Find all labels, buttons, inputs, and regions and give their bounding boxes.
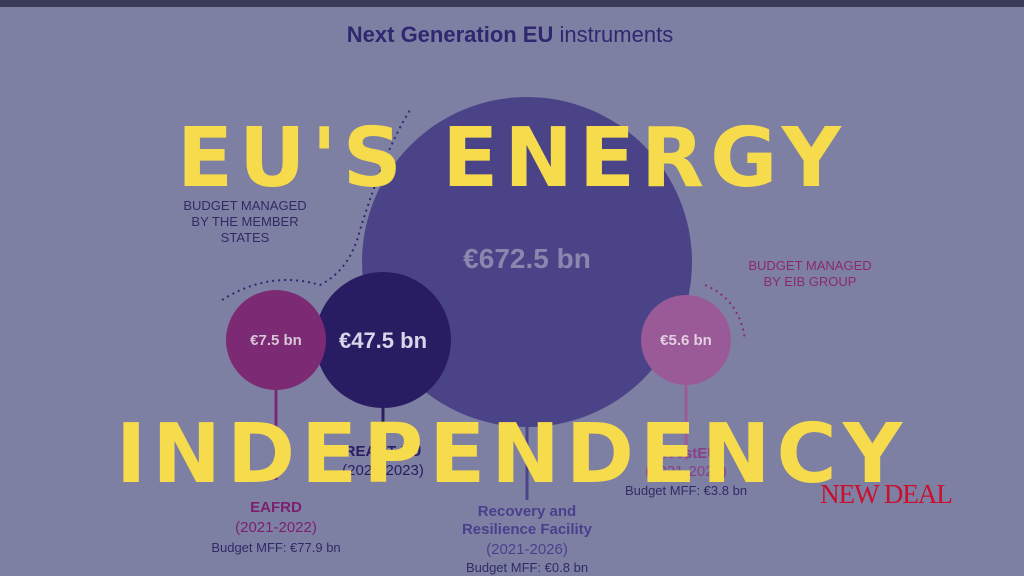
eib-note: BUDGET MANAGED BY EIB GROUP [748,258,871,289]
amount: €7.5 bn [250,332,302,349]
label: InvestEU [654,445,718,462]
labels: EAFRD (2021-2022) Budget MFF: €77.9 bn R… [211,443,747,575]
bubble-investeu [641,295,731,385]
period: (2021-2023) [342,462,424,479]
amount: €672.5 bn [463,243,591,274]
note: BUDGET MANAGED [183,198,306,213]
budget: Budget MFF: €77.9 bn [211,540,340,555]
label: EAFRD [250,499,302,516]
budget: Budget MFF: €0.8 bn [466,560,588,575]
bubble-react [315,272,451,408]
note: BY THE MEMBER [191,214,298,229]
note: STATES [221,230,270,245]
overlay-title: EU'S ENERGY [177,111,847,206]
dotted-arcs [221,109,746,341]
amount: €5.6 bn [660,332,712,349]
period: (2021-2022) [235,519,317,536]
label: REACT-EU [345,443,422,460]
bubble-eafrd [226,290,326,390]
label: Resilience Facility [462,521,593,538]
logo: NEW DEAL [820,479,952,509]
label: Recovery and [478,503,576,520]
stems [274,380,688,500]
overlay-title: INDEPENDENCY [116,407,908,502]
amount: €47.5 bn [339,328,427,353]
note: BY EIB GROUP [764,274,857,289]
member-states-note: BUDGET MANAGED BY THE MEMBER STATES [183,198,306,245]
amounts: €672.5 bn €47.5 bn €7.5 bn €5.6 bn [250,243,712,353]
period: (2021-2023) [645,463,727,480]
chart-title: Next Generation EU instruments [347,22,673,47]
period: (2021-2026) [486,541,568,558]
top-band [0,0,1024,7]
note: BUDGET MANAGED [748,258,871,273]
budget: Budget MFF: €3.8 bn [625,483,747,498]
